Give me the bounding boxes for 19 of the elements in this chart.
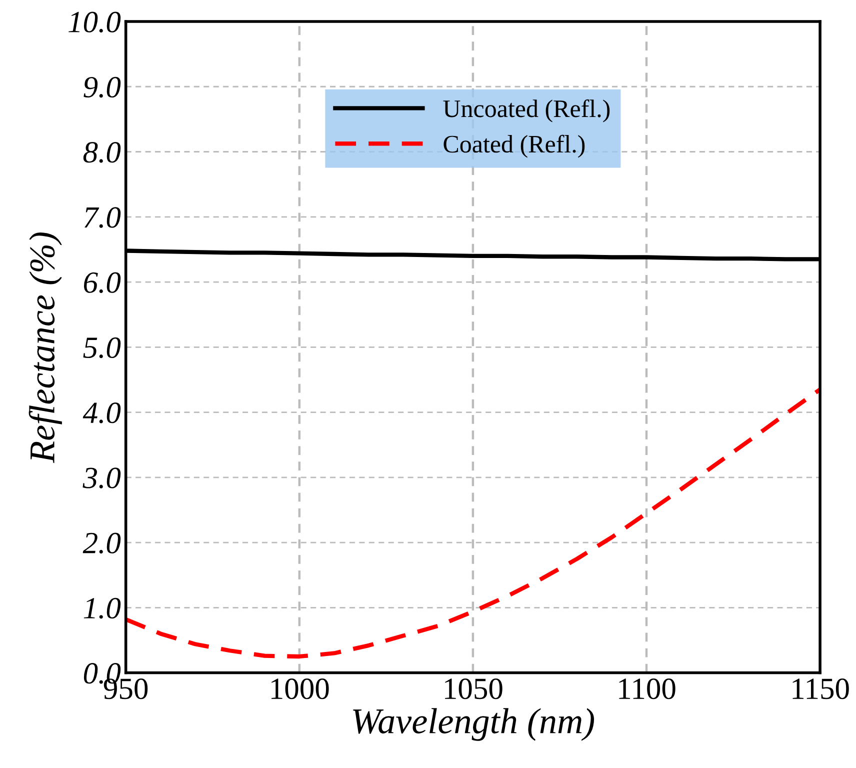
legend-label: Coated (Refl.) xyxy=(444,134,585,158)
y-tick-label: 8.0 xyxy=(83,142,121,163)
y-tick-label: 1.0 xyxy=(84,598,121,619)
y-tick-label: 2.0 xyxy=(82,532,121,554)
x-tick-label: 1150 xyxy=(792,678,849,700)
y-tick-label: 9.0 xyxy=(84,76,121,98)
y-tick-label: 10.0 xyxy=(68,12,121,33)
x-tick-label: 1050 xyxy=(445,678,502,700)
line-series xyxy=(126,387,820,659)
x-axis-title: Wavelength (nm) xyxy=(353,708,594,741)
y-tick-label: 4.0 xyxy=(82,402,121,424)
x-tick-label: 1100 xyxy=(619,678,676,700)
y-tick-label: 7.0 xyxy=(84,207,121,228)
legend-label: Uncoated (Refl.) xyxy=(443,99,610,122)
y-tick-label: 5.0 xyxy=(83,337,121,358)
y-tick-label: 3.0 xyxy=(82,468,121,488)
x-tick-label: 1000 xyxy=(272,678,329,700)
y-tick-label: 6.0 xyxy=(84,272,121,294)
y-axis-title: Reflectance (%) xyxy=(28,232,62,464)
